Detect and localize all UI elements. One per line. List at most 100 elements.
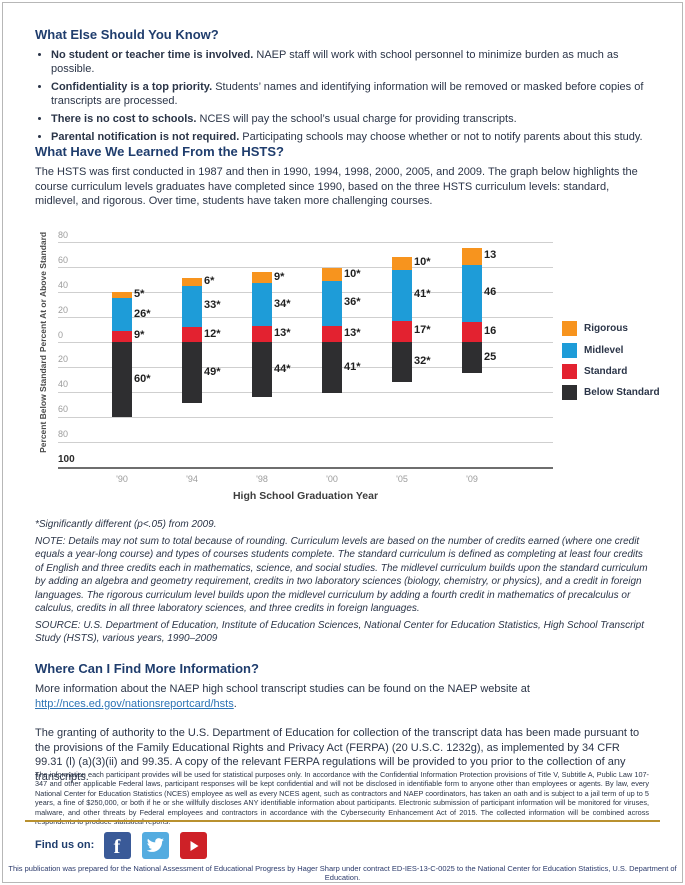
source-text: SOURCE: U.S. Department of Education, In…	[35, 619, 644, 645]
y-tick-label: 40	[58, 280, 69, 290]
section-heading-learned: What Have We Learned From the HSTS?	[35, 144, 284, 159]
bar-segment-midlevel	[322, 280, 342, 326]
grid-line	[58, 442, 553, 443]
find-us-row: Find us on: f	[35, 832, 218, 859]
bar-segment-rigorous	[112, 292, 132, 299]
x-tick-label: '98	[256, 474, 268, 484]
bar-value-label: 13*	[274, 326, 291, 339]
bar-value-label: 60*	[134, 372, 151, 385]
bar-value-label: 10*	[344, 267, 361, 280]
bar-value-label: 17*	[414, 324, 431, 337]
legend-item: Below Standard	[562, 385, 660, 400]
bar-value-label: 36*	[344, 296, 361, 309]
legend-item: Rigorous	[562, 321, 628, 336]
fine-print: The information each participant provide…	[35, 770, 649, 826]
section-heading-know: What Else Should You Know?	[35, 27, 219, 42]
youtube-icon[interactable]	[180, 832, 208, 859]
bar-segment-rigorous	[182, 278, 202, 286]
twitter-icon[interactable]	[142, 832, 170, 859]
bar-segment-rigorous	[252, 272, 272, 284]
svg-text:f: f	[114, 836, 121, 855]
legend-label: Below Standard	[584, 387, 660, 398]
bar-segment-standard	[462, 322, 482, 342]
legend-item: Midlevel	[562, 343, 623, 358]
y-tick-label: 80	[58, 230, 69, 240]
bar-segment-standard	[252, 325, 272, 342]
bar-value-label: 44*	[274, 362, 291, 375]
info-paragraph: More information about the NAEP high sch…	[35, 682, 649, 711]
x-tick-label: '94	[186, 474, 198, 484]
bar-segment-rigorous	[392, 257, 412, 270]
bar-value-label: 9*	[274, 270, 285, 283]
grid-line	[58, 342, 553, 343]
ferpa-paragraph: The granting of authority to the U.S. De…	[35, 727, 640, 783]
find-us-label: Find us on:	[35, 839, 95, 851]
y-tick-label: 40	[58, 379, 69, 389]
note-text: NOTE: Details may not sum to total becau…	[35, 535, 648, 615]
bar-value-label: 49*	[204, 365, 221, 378]
section-learned: What Have We Learned From the HSTS? The …	[35, 144, 649, 209]
facebook-icon[interactable]: f	[104, 832, 132, 859]
x-axis-title: High School Graduation Year	[232, 490, 379, 502]
nces-website-link[interactable]: http://nces.ed.gov/nationsreportcard/hst…	[35, 697, 234, 710]
y-axis-title-bottom: Percent Below Standard	[38, 355, 48, 453]
x-tick-label: '90	[116, 474, 128, 484]
bullet-item: Confidentiality is a top priority. Stude…	[51, 80, 649, 108]
y-tick-label: 80	[58, 429, 69, 439]
bar-value-label: 26*	[134, 307, 151, 320]
bar-segment-below-standard	[252, 342, 272, 397]
footer-note: This publication was prepared for the Na…	[8, 864, 677, 882]
grid-line	[58, 317, 553, 318]
bar-value-label: 16	[484, 325, 497, 337]
baseline-100	[58, 467, 553, 469]
legend-swatch	[562, 343, 577, 358]
bar-value-label: 46	[484, 286, 497, 299]
bar-segment-standard	[392, 320, 412, 342]
bar-segment-standard	[182, 327, 202, 342]
y-tick-label: 60	[58, 255, 69, 265]
bullet-item: No student or teacher time is involved. …	[51, 48, 649, 76]
y-tick-label: 20	[58, 354, 69, 364]
y-axis-title-top: Percent At or Above Standard	[38, 231, 48, 353]
y-tick-label: 0	[58, 330, 64, 340]
bar-segment-standard	[322, 325, 342, 342]
section-know: What Else Should You Know? No student or…	[35, 27, 649, 148]
section-heading-info: Where Can I Find More Information?	[35, 661, 259, 676]
bar-segment-rigorous	[322, 268, 342, 281]
bar-segment-midlevel	[392, 269, 412, 321]
bar-segment-below-standard	[182, 342, 202, 404]
bar-segment-rigorous	[462, 248, 482, 265]
grid-line	[58, 392, 553, 393]
know-bullet-list: No student or teacher time is involved. …	[35, 48, 649, 144]
bar-value-label: 9*	[134, 329, 145, 342]
bar-value-label: 12*	[204, 327, 221, 340]
bar-segment-midlevel	[462, 264, 482, 322]
bar-value-label: 5*	[134, 288, 145, 301]
y-tick-label: 100	[58, 454, 75, 465]
chart-notes: *Significantly different (p<.05) from 20…	[35, 518, 649, 649]
bar-segment-standard	[112, 330, 132, 342]
chart: 80 60 40 20 0 20 40 60 80 100 9* 26* 5* 60* '90 12* 33* 6…	[28, 230, 660, 515]
bar-segment-below-standard	[462, 342, 482, 374]
bar-value-label: 32*	[414, 355, 431, 367]
info-text-suffix: .	[233, 697, 237, 710]
bar-segment-below-standard	[392, 342, 412, 382]
ferpa-block: The granting of authority to the U.S. De…	[35, 726, 649, 784]
bullet-item: There is no cost to schools. NCES will p…	[51, 112, 649, 126]
significance-note: *Significantly different (p<.05) from 20…	[35, 519, 217, 530]
grid-line	[58, 367, 553, 368]
legend-label: Standard	[584, 366, 628, 377]
x-tick-label: '05	[396, 474, 408, 484]
legend-swatch	[562, 364, 577, 379]
bar-value-label: 25	[484, 350, 497, 363]
info-text: More information about the NAEP high sch…	[35, 683, 530, 695]
bar-segment-midlevel	[112, 298, 132, 331]
bar-value-label: 6*	[204, 275, 215, 287]
grid-line	[58, 417, 553, 418]
x-tick-label: '09	[466, 474, 478, 484]
bar-value-label: 34*	[274, 297, 291, 310]
bar-segment-below-standard	[112, 342, 132, 417]
bar-segment-midlevel	[252, 283, 272, 326]
grid-line	[58, 267, 553, 268]
legend-label: Rigorous	[584, 323, 628, 334]
